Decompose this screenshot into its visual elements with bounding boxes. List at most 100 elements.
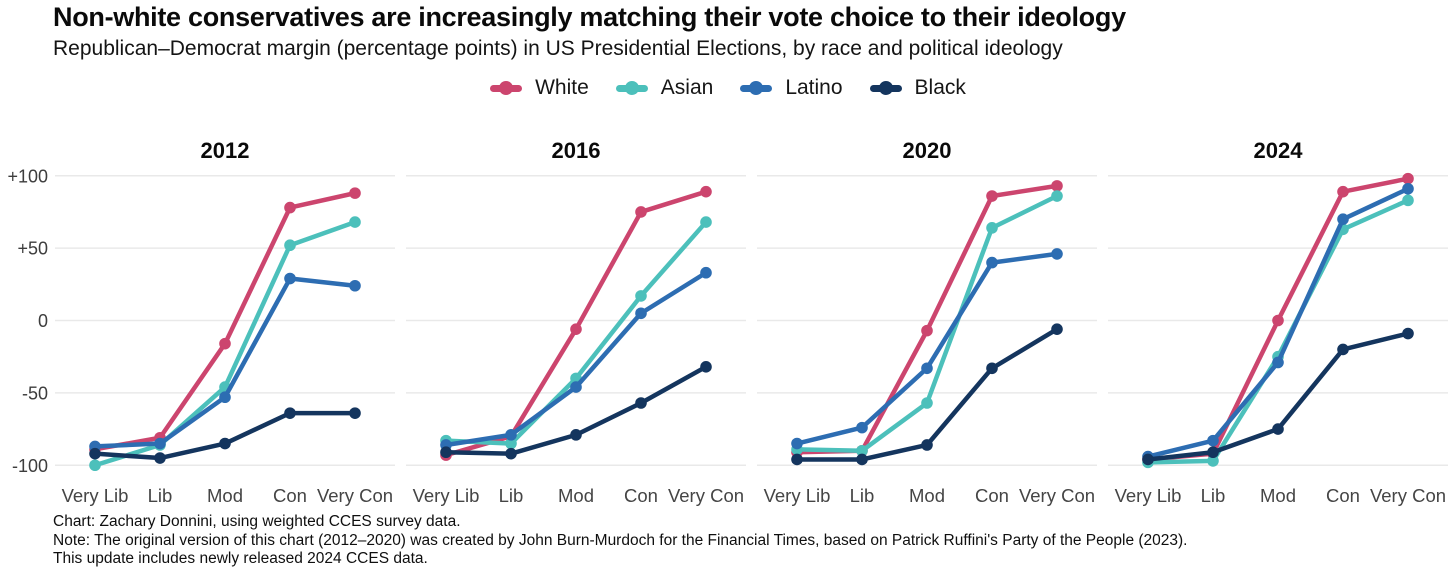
x-tick-label: Very Lib [764, 485, 831, 506]
legend-item-white: White [490, 76, 589, 100]
data-point-black [1207, 446, 1219, 459]
chart-header: Non-white conservatives are increasingly… [53, 0, 1126, 61]
data-point-white [986, 190, 998, 202]
x-tick-label: Very Lib [62, 485, 129, 506]
data-point-white [284, 201, 296, 214]
data-point-black [89, 447, 101, 460]
data-point-latino [986, 256, 998, 269]
data-point-black [635, 397, 647, 409]
series-line-latino [794, 251, 1060, 446]
x-tick-label: Mod [909, 485, 945, 506]
y-tick-label: -50 [22, 383, 48, 403]
data-point-black [1142, 453, 1154, 466]
x-tick-label: Lib [850, 485, 875, 506]
x-tick-label: Very Con [1370, 485, 1446, 506]
data-point-white [349, 187, 361, 199]
data-point-black [154, 452, 166, 464]
data-point-black [440, 446, 452, 459]
data-point-black [921, 439, 933, 451]
legend-line-dot-icon [490, 81, 523, 95]
x-tick-label: Con [975, 485, 1009, 506]
footer-update-line: This update includes newly released 2024… [53, 550, 428, 567]
panel-2020: Very Lib Lib Mod Con Very Con 2020 [757, 138, 1097, 506]
footer-credit-line: Chart: Zachary Donnini, using weighted C… [53, 513, 461, 530]
data-point-asian [284, 239, 296, 252]
data-point-white [921, 324, 933, 337]
data-point-latino [700, 266, 712, 279]
data-point-black [349, 407, 361, 419]
series-line-white [794, 183, 1060, 455]
legend-label: Black [914, 76, 966, 99]
data-point-white [1337, 185, 1349, 198]
data-point-black [1272, 423, 1284, 435]
x-tick-label: Very Lib [413, 485, 480, 506]
data-point-black [284, 407, 296, 419]
x-tick-label: Con [273, 485, 307, 506]
data-point-asian [1051, 190, 1063, 202]
data-point-black [505, 447, 517, 460]
panel-title: 2012 [201, 138, 250, 163]
data-point-black [856, 453, 868, 466]
data-point-asian [89, 459, 101, 472]
data-point-asian [349, 216, 361, 228]
data-point-white [635, 206, 647, 218]
data-point-asian [986, 222, 998, 234]
data-point-latino [1402, 182, 1414, 195]
legend-line-dot-icon [615, 81, 648, 95]
legend-label: Latino [785, 76, 843, 99]
x-tick-label: Very Lib [1115, 485, 1182, 506]
data-point-latino [349, 279, 361, 292]
y-tick-label: +50 [17, 239, 48, 259]
data-point-white [570, 323, 582, 335]
data-point-black [219, 437, 231, 450]
legend-line-dot-icon [869, 81, 902, 95]
x-tick-label: Con [624, 485, 658, 506]
legend-label: Asian [660, 76, 714, 99]
legend-label: White [535, 76, 589, 99]
data-point-latino [505, 429, 517, 441]
legend-line-dot-icon [740, 81, 773, 95]
x-tick-label: Very Con [1019, 485, 1095, 506]
x-tick-label: Mod [207, 485, 243, 506]
legend-item-black: Black [869, 76, 966, 100]
x-tick-label: Lib [499, 485, 524, 506]
data-point-white [1051, 180, 1063, 192]
data-point-black [1402, 327, 1414, 340]
series-line-latino [92, 276, 358, 449]
data-point-latino [284, 272, 296, 285]
x-tick-label: Con [1326, 485, 1360, 506]
series-line-asian [794, 193, 1060, 454]
data-point-black [1051, 323, 1063, 335]
data-point-asian [921, 397, 933, 409]
data-point-asian [635, 290, 647, 302]
data-point-asian [1207, 455, 1219, 467]
data-point-latino [1051, 248, 1063, 260]
page-title: Non-white conservatives are increasingly… [53, 2, 1126, 32]
data-point-latino [921, 362, 933, 375]
y-tick-label: 0 [38, 311, 48, 331]
panel-2016: Very Lib Lib Mod Con Very Con 2016 [406, 138, 746, 506]
legend-item-latino: Latino [740, 76, 843, 100]
data-point-black [1337, 343, 1349, 356]
legend: White Asian Latino Black [0, 74, 1456, 102]
data-point-latino [791, 437, 803, 450]
page-subtitle: Republican–Democrat margin (percentage p… [53, 37, 1063, 60]
data-point-white [219, 337, 231, 350]
data-point-white [700, 185, 712, 198]
data-point-asian [505, 437, 517, 450]
data-point-black [700, 361, 712, 373]
panel-title: 2020 [903, 138, 952, 163]
data-point-latino [219, 391, 231, 404]
data-point-latino [570, 381, 582, 393]
y-tick-label: -100 [12, 456, 48, 476]
legend-item-asian: Asian [615, 76, 714, 100]
data-point-asian [1402, 194, 1414, 207]
data-point-black [986, 362, 998, 375]
panel-2012: +100 +50 0 -50 -100 Very Lib Lib Mod Con Very Con… [7, 138, 395, 506]
x-tick-label: Lib [148, 485, 173, 506]
x-tick-label: Lib [1201, 485, 1226, 506]
y-tick-label: +100 [7, 166, 48, 186]
x-tick-label: Mod [1260, 485, 1296, 506]
x-tick-label: Mod [558, 485, 594, 506]
data-point-black [791, 453, 803, 466]
